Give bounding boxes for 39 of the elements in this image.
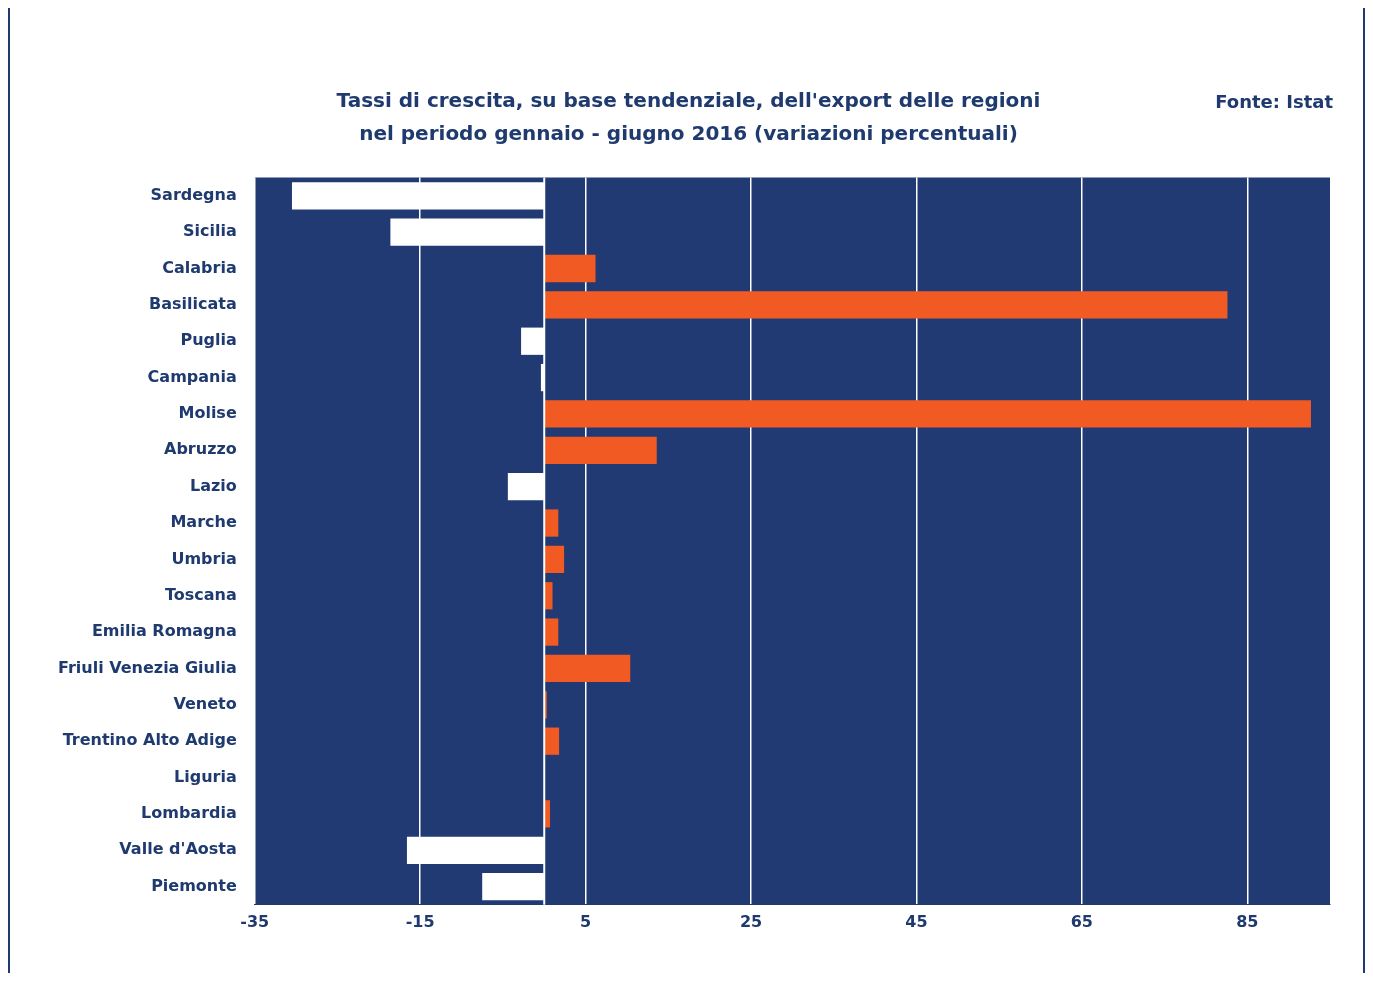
chart-title: Tassi di crescita, su base tendenziale, dell'export delle regioni xyxy=(336,88,1041,112)
bar xyxy=(544,291,1228,319)
bar xyxy=(544,400,1311,428)
y-tick-label: Marche xyxy=(170,512,237,532)
x-tick-label: 65 xyxy=(1070,911,1093,931)
y-tick-label: Emilia Romagna xyxy=(91,621,237,641)
y-tick-label: Toscana xyxy=(164,584,237,604)
y-tick-label: Liguria xyxy=(174,766,237,786)
bar xyxy=(544,509,559,537)
source-note: Fonte: Istat xyxy=(1215,91,1333,112)
x-tick-label: 5 xyxy=(580,911,592,931)
y-tick-label: Calabria xyxy=(162,257,237,277)
x-tick-label: 45 xyxy=(905,911,928,931)
y-tick-label: Trentino Alto Adige xyxy=(62,730,237,750)
x-tick-label: -15 xyxy=(405,911,435,931)
y-tick-label: Lazio xyxy=(189,475,237,495)
y-tick-label: Piemonte xyxy=(151,875,237,895)
y-tick-label: Sardegna xyxy=(150,184,237,204)
y-tick-label: Abruzzo xyxy=(164,439,237,459)
y-tick-label: Sicilia xyxy=(183,221,237,241)
bar xyxy=(544,254,596,283)
bar xyxy=(544,618,559,646)
y-tick-label: Friuli Venezia Giulia xyxy=(58,657,237,677)
y-tick-label: Campania xyxy=(147,366,237,386)
y-tick-label: Lombardia xyxy=(141,803,237,823)
y-tick-label: Molise xyxy=(178,403,237,423)
y-tick-label: Valle d'Aosta xyxy=(119,839,237,859)
y-tick-label: Veneto xyxy=(173,693,237,713)
bar xyxy=(544,436,657,464)
bar xyxy=(544,545,565,574)
y-tick-label: Puglia xyxy=(180,330,237,350)
x-tick-label: 85 xyxy=(1236,911,1259,931)
y-tick-label: Umbria xyxy=(171,548,237,568)
chart-subtitle: nel periodo gennaio - giugno 2016 (variazioni percentuali) xyxy=(358,120,1019,147)
x-tick-label: -35 xyxy=(240,911,270,931)
x-tick-label: 25 xyxy=(739,911,763,931)
y-tick-label: Basilicata xyxy=(149,294,237,314)
bar xyxy=(544,727,560,755)
bar xyxy=(544,654,631,683)
